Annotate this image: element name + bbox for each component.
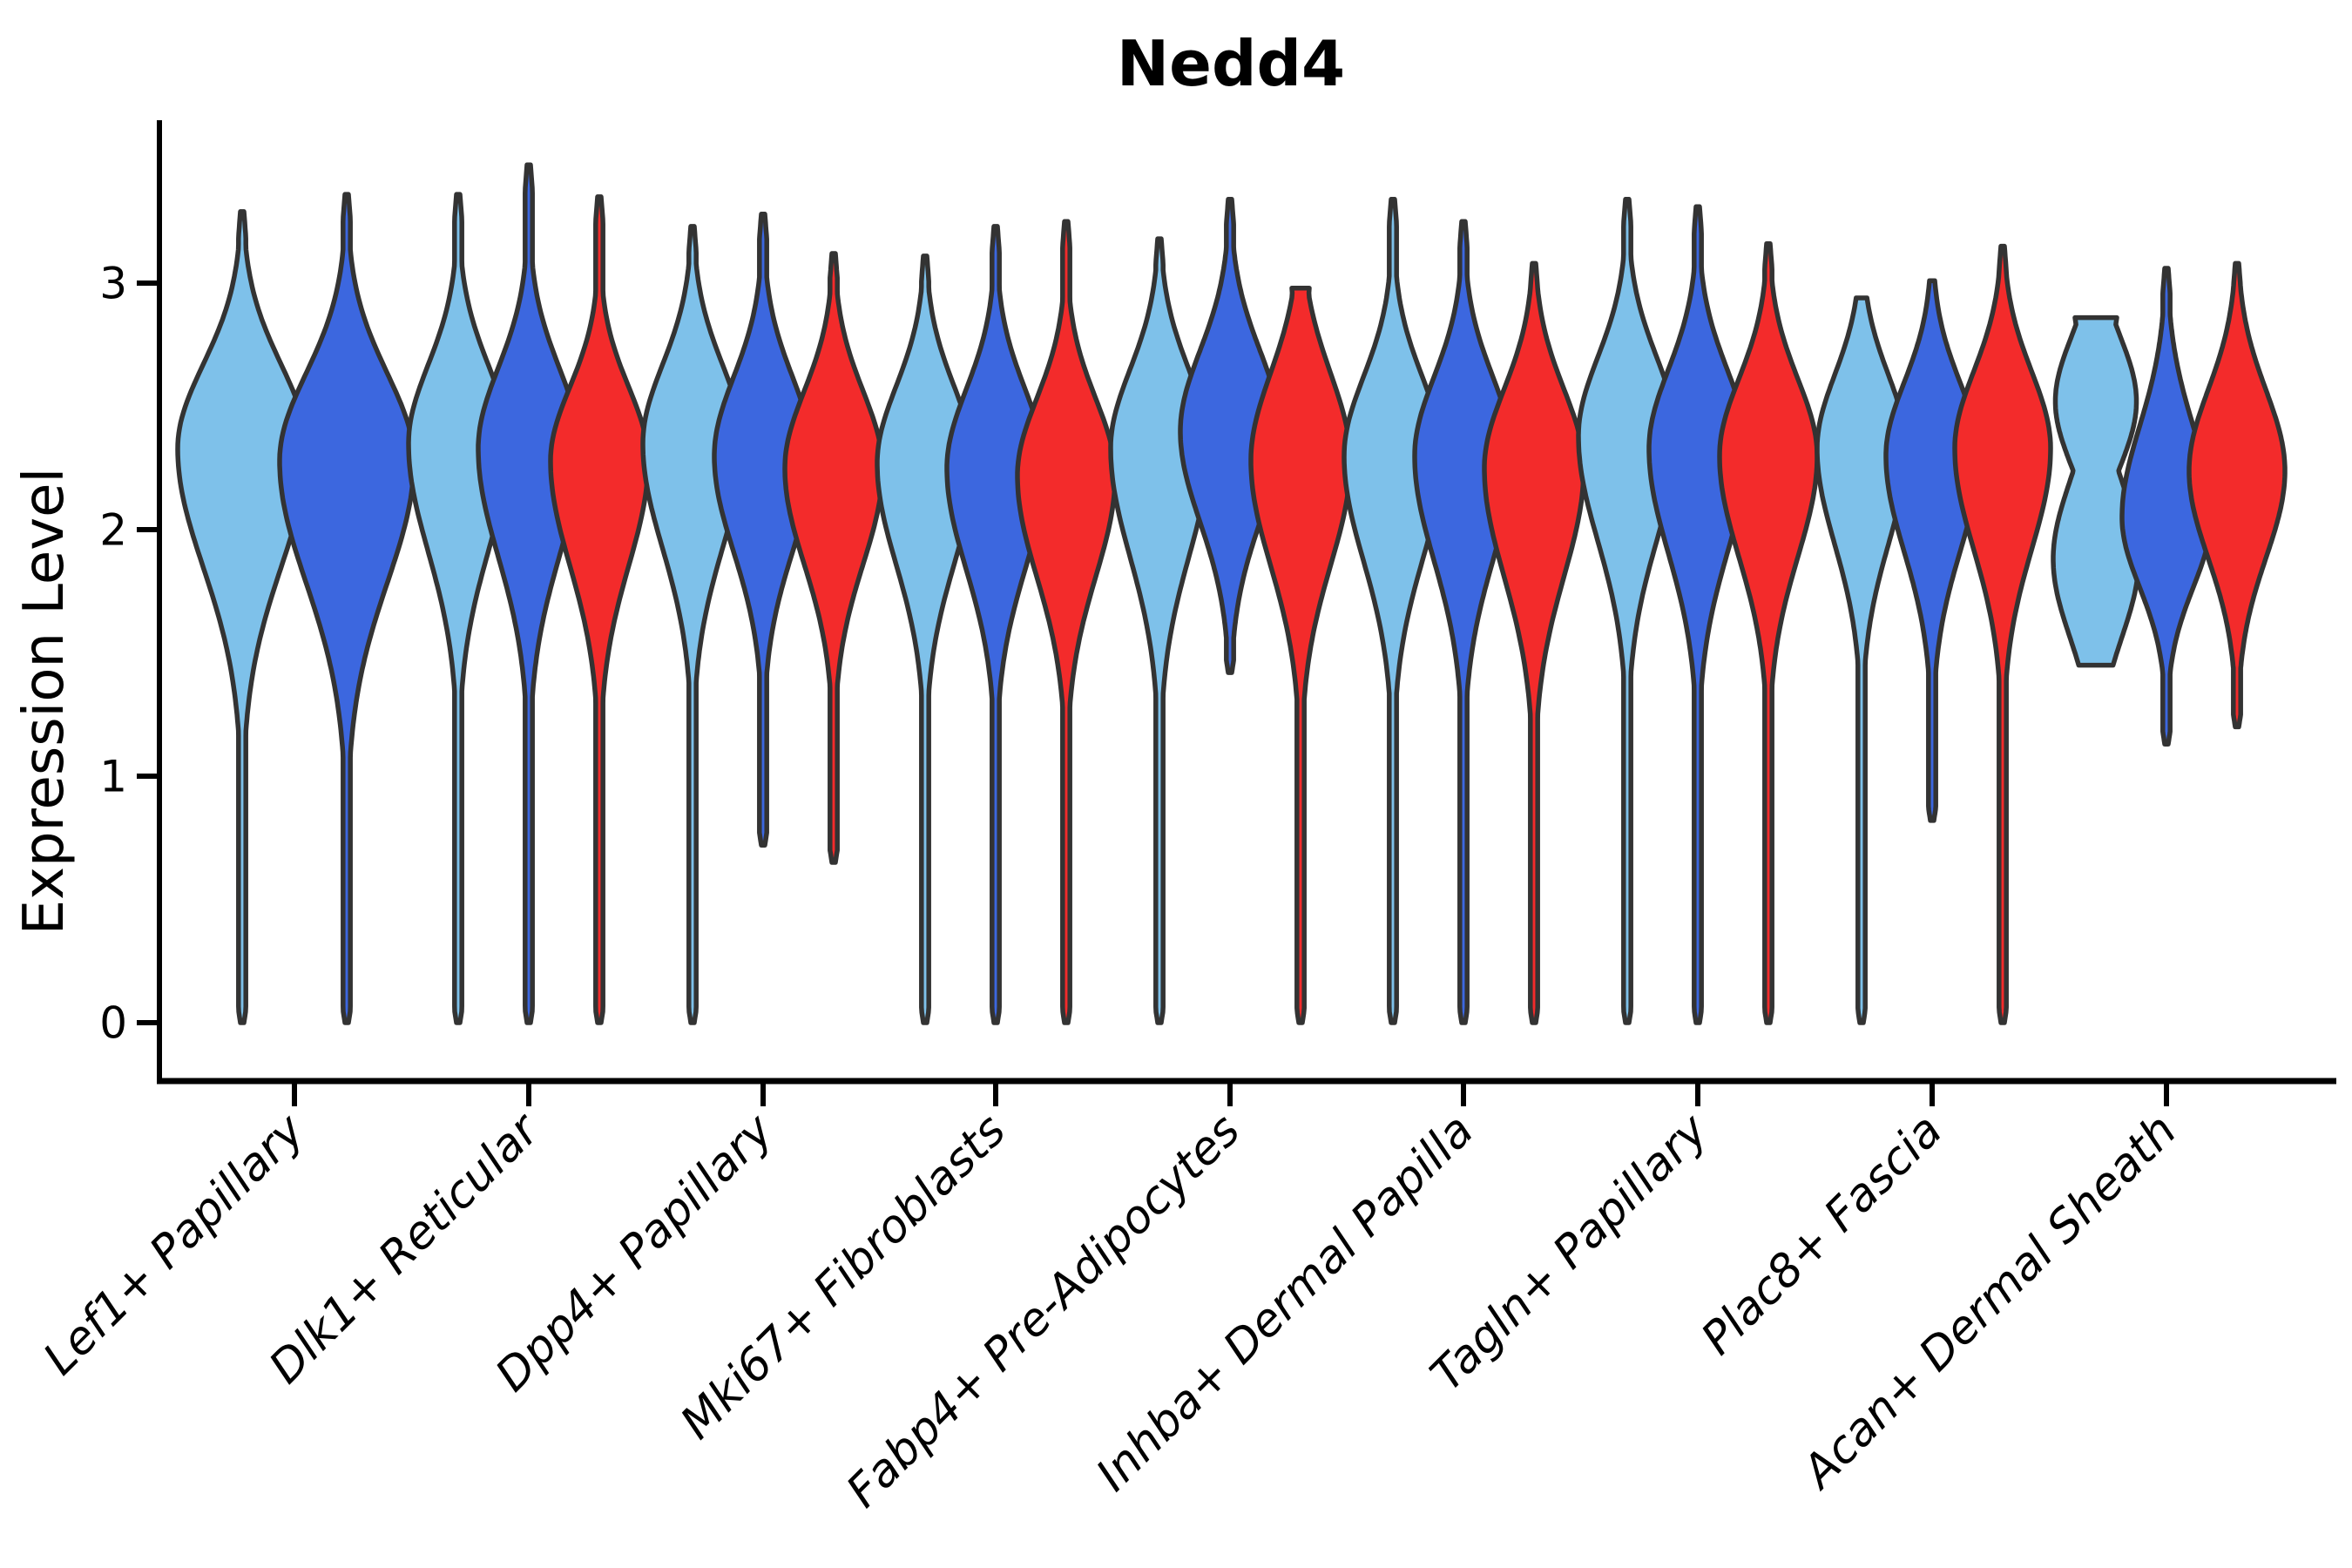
y-tick-label: 2 [99,505,127,556]
violin-dlk1-reticular-hue0 [406,192,510,1025]
violin-fabp4-pre-adipocytes-hue0 [1108,236,1211,1025]
violin-inhba-dermal-papilla-hue1 [1412,219,1515,1025]
violin-plac8-fascia-hue2 [1952,243,2053,1025]
violin-dpp4-papillary-hue2 [782,251,885,865]
violin-acan-dermal-sheath-hue2 [2186,260,2288,730]
y-tick-label: 0 [99,998,127,1049]
x-category-label: Inhba+ Dermal Papilla [1086,1105,1484,1502]
violin-mki67-fibroblasts-hue0 [875,253,976,1025]
violin-fabp4-pre-adipocytes-hue1 [1178,197,1282,675]
axes-layer [137,120,2336,1106]
violin-tagln-papillary-hue0 [1576,197,1679,1025]
violin-plac8-fascia-hue1 [1883,278,1981,823]
chart-title: Nedd4 [1117,27,1345,100]
violin-acan-dermal-sheath-hue0 [2051,314,2141,668]
violin-plac8-fascia-hue0 [1815,295,1909,1025]
violin-dlk1-reticular-hue1 [476,162,582,1025]
violin-tagln-papillary-hue2 [1717,240,1820,1025]
violin-tagln-papillary-hue1 [1646,204,1749,1025]
y-tick-label: 1 [99,752,127,802]
violin-inhba-dermal-papilla-hue0 [1342,197,1444,1025]
violin-dlk1-reticular-hue2 [548,194,651,1025]
x-category-label: Acan+ Dermal Sheath [1791,1105,2186,1500]
y-axis-label: Expression Level [12,468,77,936]
violin-inhba-dermal-papilla-hue2 [1482,260,1586,1025]
violin-fabp4-pre-adipocytes-hue2 [1248,285,1353,1025]
y-tick-label: 3 [99,259,127,309]
x-category-label: Plac8+ Fascia [1692,1105,1952,1365]
violin-lef1-papillary-hue0 [175,209,309,1025]
x-category-label: Fabp4+ Pre-Adipocytes [837,1105,1251,1518]
violin-dpp4-papillary-hue0 [640,224,745,1025]
violins-layer [175,162,2288,1025]
violin-lef1-papillary-hue1 [277,192,416,1025]
violin-mki67-fibroblasts-hue1 [944,224,1047,1025]
violin-mki67-fibroblasts-hue2 [1015,219,1118,1025]
